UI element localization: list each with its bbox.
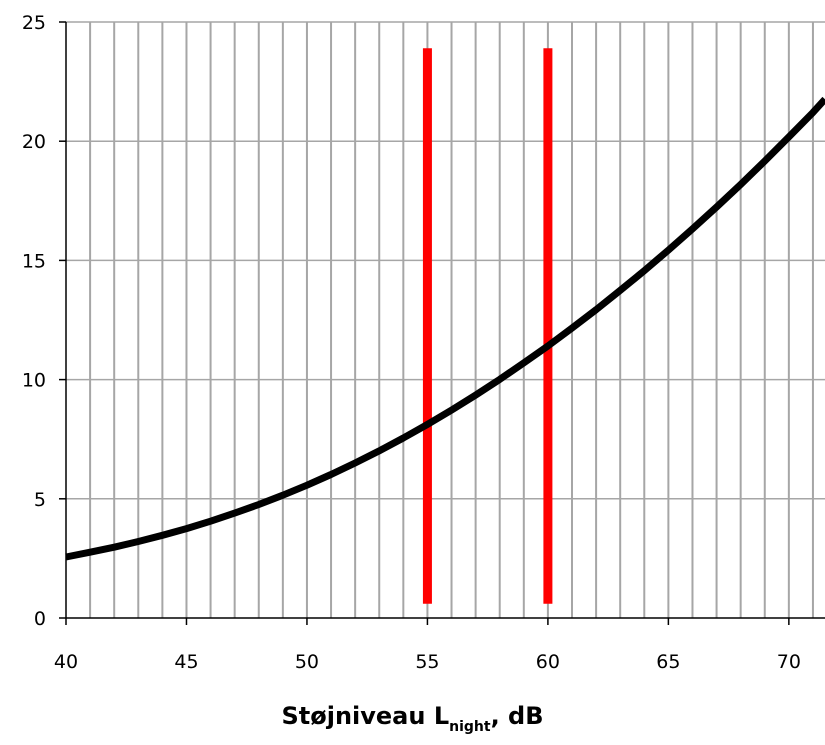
x-axis-title-suffix: , dB <box>490 702 544 730</box>
x-tick-label: 40 <box>54 651 78 673</box>
x-tick-label: 60 <box>536 651 560 673</box>
vertical-markers <box>422 48 553 604</box>
x-axis-title-subscript: night <box>449 719 491 735</box>
y-tick-label: 0 <box>34 608 46 630</box>
x-tick-label: 70 <box>777 651 801 673</box>
y-tick-label: 25 <box>22 12 46 34</box>
y-tick-label: 10 <box>22 370 46 392</box>
series-line <box>65 96 825 561</box>
y-tick-label: 20 <box>22 131 46 153</box>
grid <box>66 21 825 618</box>
x-tick-label: 50 <box>295 651 319 673</box>
chart-plot: 40 45 50 55 60 65 70 0 5 10 15 20 25 <box>22 12 825 673</box>
x-tick-label: 55 <box>415 651 439 673</box>
x-tick-label: 45 <box>174 651 198 673</box>
x-axis-title: Støjniveau Lnight, dB <box>0 702 825 735</box>
series-lines <box>65 96 825 561</box>
x-axis-title-main: Støjniveau L <box>281 702 450 730</box>
x-tick-label: 65 <box>656 651 680 673</box>
tick-labels: 40 45 50 55 60 65 70 0 5 10 15 20 25 <box>22 12 801 673</box>
y-tick-label: 15 <box>22 250 46 272</box>
y-tick-label: 5 <box>34 489 46 511</box>
axes <box>59 21 825 625</box>
